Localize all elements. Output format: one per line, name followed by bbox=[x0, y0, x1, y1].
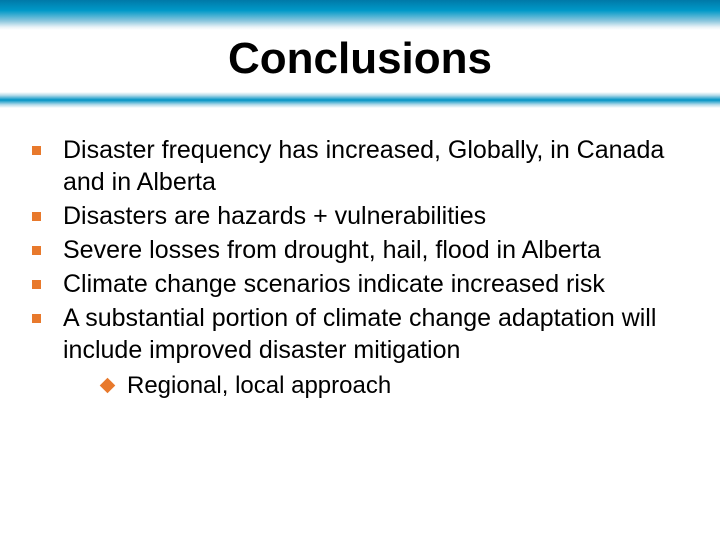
square-bullet-icon bbox=[32, 246, 41, 255]
list-item: Severe losses from drought, hail, flood … bbox=[30, 234, 690, 266]
square-bullet-icon bbox=[32, 314, 41, 323]
bottom-spacer bbox=[0, 401, 720, 481]
bullet-text: A substantial portion of climate change … bbox=[63, 302, 690, 366]
top-gradient-band bbox=[0, 0, 720, 30]
sub-bullet-list: Regional, local approach bbox=[102, 370, 690, 401]
bullet-text: Climate change scenarios indicate increa… bbox=[63, 268, 605, 300]
list-item: Disasters are hazards + vulnerabilities bbox=[30, 200, 690, 232]
slide-body: Disaster frequency has increased, Global… bbox=[0, 108, 720, 401]
sub-bullet-text: Regional, local approach bbox=[127, 370, 391, 401]
square-bullet-icon bbox=[32, 280, 41, 289]
bullet-text: Severe losses from drought, hail, flood … bbox=[63, 234, 601, 266]
slide-title: Conclusions bbox=[0, 34, 720, 84]
bullet-text: Disaster frequency has increased, Global… bbox=[63, 134, 690, 198]
diamond-bullet-icon bbox=[100, 378, 116, 394]
square-bullet-icon bbox=[32, 212, 41, 221]
list-item: Disaster frequency has increased, Global… bbox=[30, 134, 690, 198]
square-bullet-icon bbox=[32, 146, 41, 155]
list-item: A substantial portion of climate change … bbox=[30, 302, 690, 366]
bullet-list: Disaster frequency has increased, Global… bbox=[30, 134, 690, 366]
list-item: Regional, local approach bbox=[102, 370, 690, 401]
list-item: Climate change scenarios indicate increa… bbox=[30, 268, 690, 300]
bullet-text: Disasters are hazards + vulnerabilities bbox=[63, 200, 486, 232]
title-divider-band bbox=[0, 92, 720, 108]
